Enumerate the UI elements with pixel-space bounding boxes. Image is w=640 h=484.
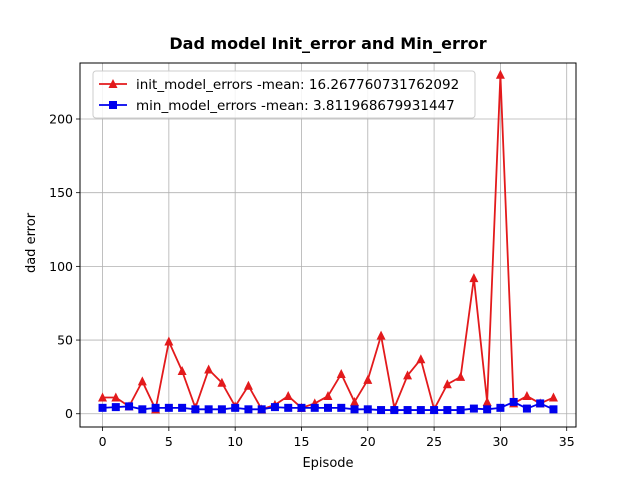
data-point-square — [151, 403, 160, 412]
data-point-triangle — [204, 364, 214, 374]
data-point-square — [337, 403, 346, 412]
data-point-square — [178, 403, 187, 412]
y-tick-label: 200 — [49, 112, 73, 127]
data-point-square — [191, 405, 200, 414]
data-point-triangle — [177, 366, 187, 375]
data-point-square — [231, 403, 240, 412]
data-point-square — [125, 402, 134, 411]
legend-marker-square-icon — [109, 101, 117, 109]
data-point-square — [244, 405, 253, 414]
legend-entry-init: init_model_errors -mean: 16.267760731762… — [99, 77, 459, 93]
data-point-triangle — [522, 391, 532, 401]
legend-entry-min: min_model_errors -mean: 3.81196867993144… — [99, 98, 455, 114]
data-point-square — [98, 403, 107, 412]
data-point-triangle — [469, 273, 479, 283]
data-point-triangle — [403, 370, 413, 380]
data-point-triangle — [336, 368, 346, 378]
y-tick-label: 100 — [49, 259, 73, 274]
x-tick-label: 20 — [360, 434, 376, 449]
data-point-square — [443, 406, 452, 415]
x-tick-label: 15 — [294, 434, 310, 449]
data-point-square — [363, 405, 372, 414]
y-tick-label: 50 — [57, 333, 73, 348]
data-point-square — [377, 406, 386, 415]
data-point-square — [204, 405, 213, 414]
y-tick-label: 150 — [49, 185, 73, 200]
data-point-triangle — [323, 391, 333, 401]
data-point-square — [138, 405, 147, 414]
data-point-triangle — [137, 376, 147, 386]
data-point-triangle — [243, 380, 253, 390]
series-1 — [98, 397, 558, 415]
data-point-triangle — [350, 396, 360, 406]
data-point-triangle — [217, 377, 227, 387]
legend-label-min: min_model_errors -mean: 3.81196867993144… — [136, 98, 455, 114]
data-point-square — [522, 404, 531, 413]
data-point-triangle — [416, 354, 426, 364]
data-point-triangle — [456, 371, 466, 381]
data-point-square — [111, 403, 120, 412]
data-point-triangle — [111, 392, 121, 402]
plot-frame — [79, 62, 577, 428]
series-group — [98, 69, 558, 415]
data-point-square — [297, 403, 306, 412]
chart-title: Dad model Init_error and Min_error — [169, 34, 486, 53]
data-point-triangle — [442, 379, 452, 389]
data-point-triangle — [283, 391, 293, 401]
data-point-square — [416, 406, 425, 415]
x-tick-label: 0 — [99, 434, 107, 449]
data-point-square — [509, 397, 518, 406]
data-point-square — [310, 403, 319, 412]
data-point-square — [483, 405, 492, 414]
data-point-triangle — [363, 374, 373, 384]
legend: init_model_errors -mean: 16.267760731762… — [92, 70, 476, 119]
data-point-triangle — [98, 392, 108, 402]
data-point-triangle — [482, 396, 492, 406]
data-point-square — [284, 403, 293, 412]
data-point-square — [549, 405, 558, 414]
data-point-square — [164, 403, 173, 412]
x-tick-label: 5 — [165, 434, 173, 449]
y-tick-label: 0 — [65, 406, 73, 421]
data-point-triangle — [164, 336, 174, 346]
x-tick-label: 35 — [559, 434, 575, 449]
legend-box — [92, 70, 476, 119]
data-point-triangle — [495, 69, 505, 79]
x-tick-label: 25 — [426, 434, 442, 449]
data-point-square — [390, 406, 399, 415]
data-point-square — [469, 404, 478, 413]
data-point-square — [496, 403, 505, 412]
data-point-square — [430, 406, 439, 415]
data-point-triangle — [376, 330, 386, 340]
x-axis-label: Episode — [302, 456, 353, 471]
x-tick-label: 10 — [227, 434, 243, 449]
data-point-square — [257, 405, 266, 414]
axis-ticks: 0 5 10 15 20 25 30 35 0 50 100 150 200 — [49, 112, 575, 450]
x-tick-label: 30 — [492, 434, 508, 449]
data-point-triangle — [548, 392, 558, 402]
data-point-square — [536, 399, 545, 408]
data-point-square — [324, 403, 332, 412]
data-point-square — [270, 403, 279, 412]
data-point-square — [217, 405, 226, 414]
legend-marker-triangle-icon — [108, 79, 118, 88]
legend-label-init: init_model_errors -mean: 16.267760731762… — [136, 77, 459, 93]
data-point-square — [350, 405, 359, 414]
data-point-square — [456, 406, 465, 415]
y-axis-label: dad error — [24, 212, 39, 273]
data-point-square — [403, 406, 412, 415]
